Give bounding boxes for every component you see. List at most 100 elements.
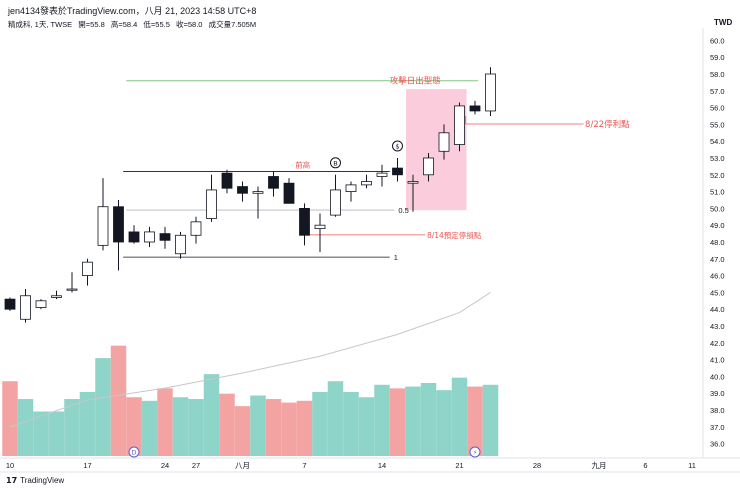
candle-body (438, 132, 450, 152)
volume-bar (374, 384, 390, 456)
candle-body (376, 172, 388, 177)
candle-body (314, 224, 326, 229)
y-tick-label: 54.0 (710, 137, 725, 146)
volume-bar (17, 399, 34, 456)
volume-bar (188, 399, 204, 456)
candle-body (407, 181, 419, 184)
volume-bar (203, 374, 220, 456)
candle-body (361, 181, 372, 186)
volume-bar (33, 411, 49, 456)
y-tick-label: 43.0 (710, 322, 725, 331)
publisher-line: jen4134發表於TradingView.com，八月 21, 2023 14… (8, 6, 257, 16)
y-tick-label: 38.0 (710, 406, 725, 415)
event-marker-label: D (131, 449, 136, 457)
y-tick-label: 53.0 (710, 154, 725, 163)
attack-day-label: 攻擊日出型態 (390, 76, 441, 87)
candle-body (206, 189, 217, 219)
volume-bar (234, 406, 251, 456)
candle-body (221, 172, 233, 189)
x-tick-label: 17 (83, 461, 91, 470)
candle-body (66, 288, 78, 291)
volume-bar (389, 388, 406, 456)
candle-body (299, 207, 310, 236)
volume-bar (141, 400, 158, 456)
event-marker (469, 446, 481, 458)
volume-bar (312, 391, 328, 456)
x-tick-label: 14 (378, 461, 386, 470)
candle-body (330, 189, 341, 216)
volume-bar (343, 391, 359, 456)
volume-bar (172, 397, 189, 456)
candle-body (97, 206, 109, 246)
candle-body (175, 234, 186, 255)
x-tick-label: 28 (533, 461, 541, 470)
fib-level-label: 0.5 (398, 206, 408, 215)
event-marker-label: B (333, 159, 337, 167)
y-tick-label: 60.0 (710, 36, 725, 45)
volume-bar (2, 381, 18, 456)
x-tick-label: 7 (302, 461, 306, 470)
candle-body (345, 184, 357, 193)
y-tick-label: 48.0 (710, 238, 725, 247)
event-marker (330, 157, 341, 169)
x-tick-label: 21 (455, 461, 463, 470)
volume-bar (451, 377, 468, 456)
high-label: 高=58.4 (110, 20, 138, 29)
y-tick-label: 42.0 (710, 339, 725, 348)
symbol-ohlc-line: 精成科, 1天, TWSE 開=55.8 高=58.4 低=55.5 收=58.… (8, 19, 260, 30)
volume-bar (436, 390, 452, 456)
take-profit-label: 8/22停利點 (585, 119, 630, 130)
volume-bar (219, 393, 235, 456)
candle-body (485, 73, 496, 112)
x-tick-label: 24 (161, 461, 169, 470)
close-label: 收=58.0 (176, 20, 203, 29)
volume-bar (95, 358, 111, 456)
volume-bar (265, 399, 282, 456)
y-tick-label: 52.0 (710, 171, 725, 180)
x-tick-label: 九月 (592, 461, 607, 470)
candle-body (51, 295, 62, 298)
y-tick-label: 46.0 (710, 272, 725, 281)
x-tick-label: 11 (688, 461, 696, 470)
x-tick-label: 10 (6, 461, 14, 470)
event-marker-label: ⚡ (473, 449, 478, 457)
y-tick-label: 47.0 (710, 255, 725, 264)
stop-loss-label: 8/14預定停損點 (427, 230, 482, 240)
y-tick-label: 57.0 (710, 87, 725, 96)
x-tick-label: 27 (192, 461, 200, 470)
volume-bar (482, 384, 499, 456)
candle-body (392, 167, 403, 176)
volume-bar (79, 391, 96, 456)
candle-body (469, 105, 481, 112)
candle-body (113, 206, 124, 243)
event-marker (392, 140, 403, 152)
volume-bar (64, 399, 80, 456)
candle-body (4, 298, 16, 310)
y-tick-label: 36.0 (710, 440, 725, 449)
volume-label: 成交量7.505M (208, 20, 257, 29)
candle-body (190, 221, 202, 236)
tradingview-logo-icon: 17 (6, 476, 18, 485)
volume-bar (327, 381, 344, 456)
low-label: 低=55.5 (143, 20, 170, 29)
volume-bar (296, 400, 313, 456)
y-tick-label: 40.0 (710, 372, 725, 381)
volume-bar (405, 386, 421, 456)
open-label: 開=55.8 (78, 20, 105, 29)
x-tick-label: 6 (643, 461, 647, 470)
event-marker-label: $ (395, 143, 399, 151)
y-tick-label: 41.0 (710, 356, 725, 365)
candle-body (82, 261, 93, 277)
y-tick-label: 51.0 (710, 188, 725, 197)
event-marker (128, 446, 140, 458)
candle-body (35, 300, 47, 308)
candle-body (283, 182, 295, 204)
y-tick-label: 56.0 (710, 104, 725, 113)
y-tick-label: 44.0 (710, 305, 725, 314)
y-tick-label: 58.0 (710, 70, 725, 79)
candle-body (144, 231, 155, 243)
volume-bar (420, 383, 437, 456)
candle-body (159, 233, 171, 241)
symbol-label: 精成科, 1天, TWSE (8, 20, 73, 29)
